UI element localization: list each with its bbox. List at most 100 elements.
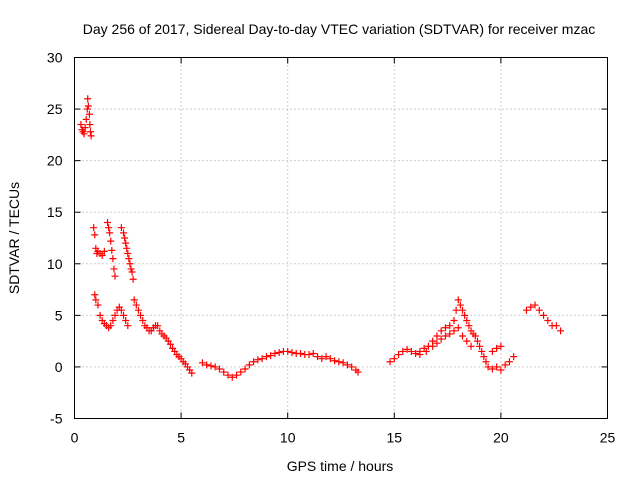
- x-tick-label: 20: [493, 430, 509, 446]
- data-point: [493, 344, 501, 352]
- data-point: [309, 350, 317, 358]
- data-point: [107, 322, 115, 330]
- data-point: [465, 322, 473, 330]
- data-point: [527, 303, 535, 311]
- data-point: [86, 121, 94, 129]
- data-point: [81, 124, 89, 132]
- data-point: [540, 311, 548, 319]
- data-point: [395, 351, 403, 359]
- data-point: [120, 229, 128, 237]
- data-point: [335, 358, 343, 366]
- data-point: [127, 265, 135, 273]
- x-tick-label: 10: [280, 430, 296, 446]
- data-point: [339, 359, 347, 367]
- data-point: [467, 342, 475, 350]
- data-point: [399, 347, 407, 355]
- data-point: [220, 368, 228, 376]
- data-point: [433, 332, 441, 340]
- data-point: [123, 244, 131, 252]
- data-point: [450, 327, 458, 335]
- data-point: [510, 353, 518, 361]
- data-point: [552, 322, 560, 330]
- data-point: [106, 229, 114, 237]
- data-point: [124, 249, 132, 257]
- data-point: [84, 95, 92, 103]
- data-point: [237, 368, 245, 376]
- y-tick-label: 0: [55, 359, 63, 375]
- data-point: [493, 363, 501, 371]
- data-point: [188, 369, 196, 377]
- data-point: [446, 330, 454, 338]
- data-point: [480, 353, 488, 361]
- data-point: [473, 337, 481, 345]
- data-point: [154, 322, 162, 330]
- y-tick-label: 25: [47, 101, 63, 117]
- data-point: [452, 306, 460, 314]
- data-point: [84, 102, 92, 110]
- data-point: [110, 265, 118, 273]
- data-point: [134, 306, 142, 314]
- data-point: [454, 296, 462, 304]
- data-point: [484, 363, 492, 371]
- data-point: [100, 247, 108, 255]
- data-point: [429, 342, 437, 350]
- data-point: [241, 365, 249, 373]
- data-point: [91, 291, 99, 299]
- data-point: [121, 234, 129, 242]
- data-point: [122, 317, 130, 325]
- data-point: [250, 358, 258, 366]
- data-point: [535, 306, 543, 314]
- data-point: [501, 361, 509, 369]
- data-point: [450, 317, 458, 325]
- data-point: [105, 224, 113, 232]
- data-point: [107, 237, 115, 245]
- x-tick-label: 25: [600, 430, 616, 446]
- data-point: [129, 275, 137, 283]
- data-point: [254, 356, 262, 364]
- data-point: [130, 296, 138, 304]
- data-point: [390, 355, 398, 363]
- data-point: [166, 340, 174, 348]
- x-tick-label: 15: [387, 430, 403, 446]
- data-point: [111, 272, 119, 280]
- data-point: [271, 350, 279, 358]
- data-point: [284, 347, 292, 355]
- data-point: [544, 317, 552, 325]
- data-point: [245, 361, 253, 369]
- data-point: [92, 296, 100, 304]
- data-point: [109, 317, 117, 325]
- data-point: [505, 358, 513, 366]
- data-point: [211, 363, 219, 371]
- plot-frame: [74, 57, 608, 419]
- data-point: [132, 301, 140, 309]
- data-point: [322, 353, 330, 361]
- data-point: [215, 365, 223, 373]
- data-point: [446, 322, 454, 330]
- data-point: [122, 239, 130, 247]
- data-point: [471, 332, 479, 340]
- data-point: [478, 347, 486, 355]
- data-point: [233, 371, 241, 379]
- data-point: [407, 347, 415, 355]
- data-point: [275, 348, 283, 356]
- data-point: [288, 348, 296, 356]
- data-point: [348, 363, 356, 371]
- y-tick-label: 30: [47, 50, 63, 66]
- data-point: [262, 353, 270, 361]
- x-axis-label: GPS time / hours: [287, 458, 394, 474]
- data-point: [422, 347, 430, 355]
- data-point: [80, 130, 88, 138]
- data-point: [96, 311, 104, 319]
- data-point: [497, 366, 505, 374]
- data-point: [137, 311, 145, 319]
- data-point: [86, 128, 94, 136]
- y-tick-label: -5: [50, 411, 63, 427]
- data-point: [203, 361, 211, 369]
- data-point: [522, 306, 530, 314]
- data-point: [90, 224, 98, 232]
- data-point: [386, 358, 394, 366]
- data-point: [109, 255, 117, 263]
- y-axis-label: SDTVAR / TECUs: [6, 182, 22, 294]
- data-point: [87, 132, 95, 140]
- data-point: [441, 332, 449, 340]
